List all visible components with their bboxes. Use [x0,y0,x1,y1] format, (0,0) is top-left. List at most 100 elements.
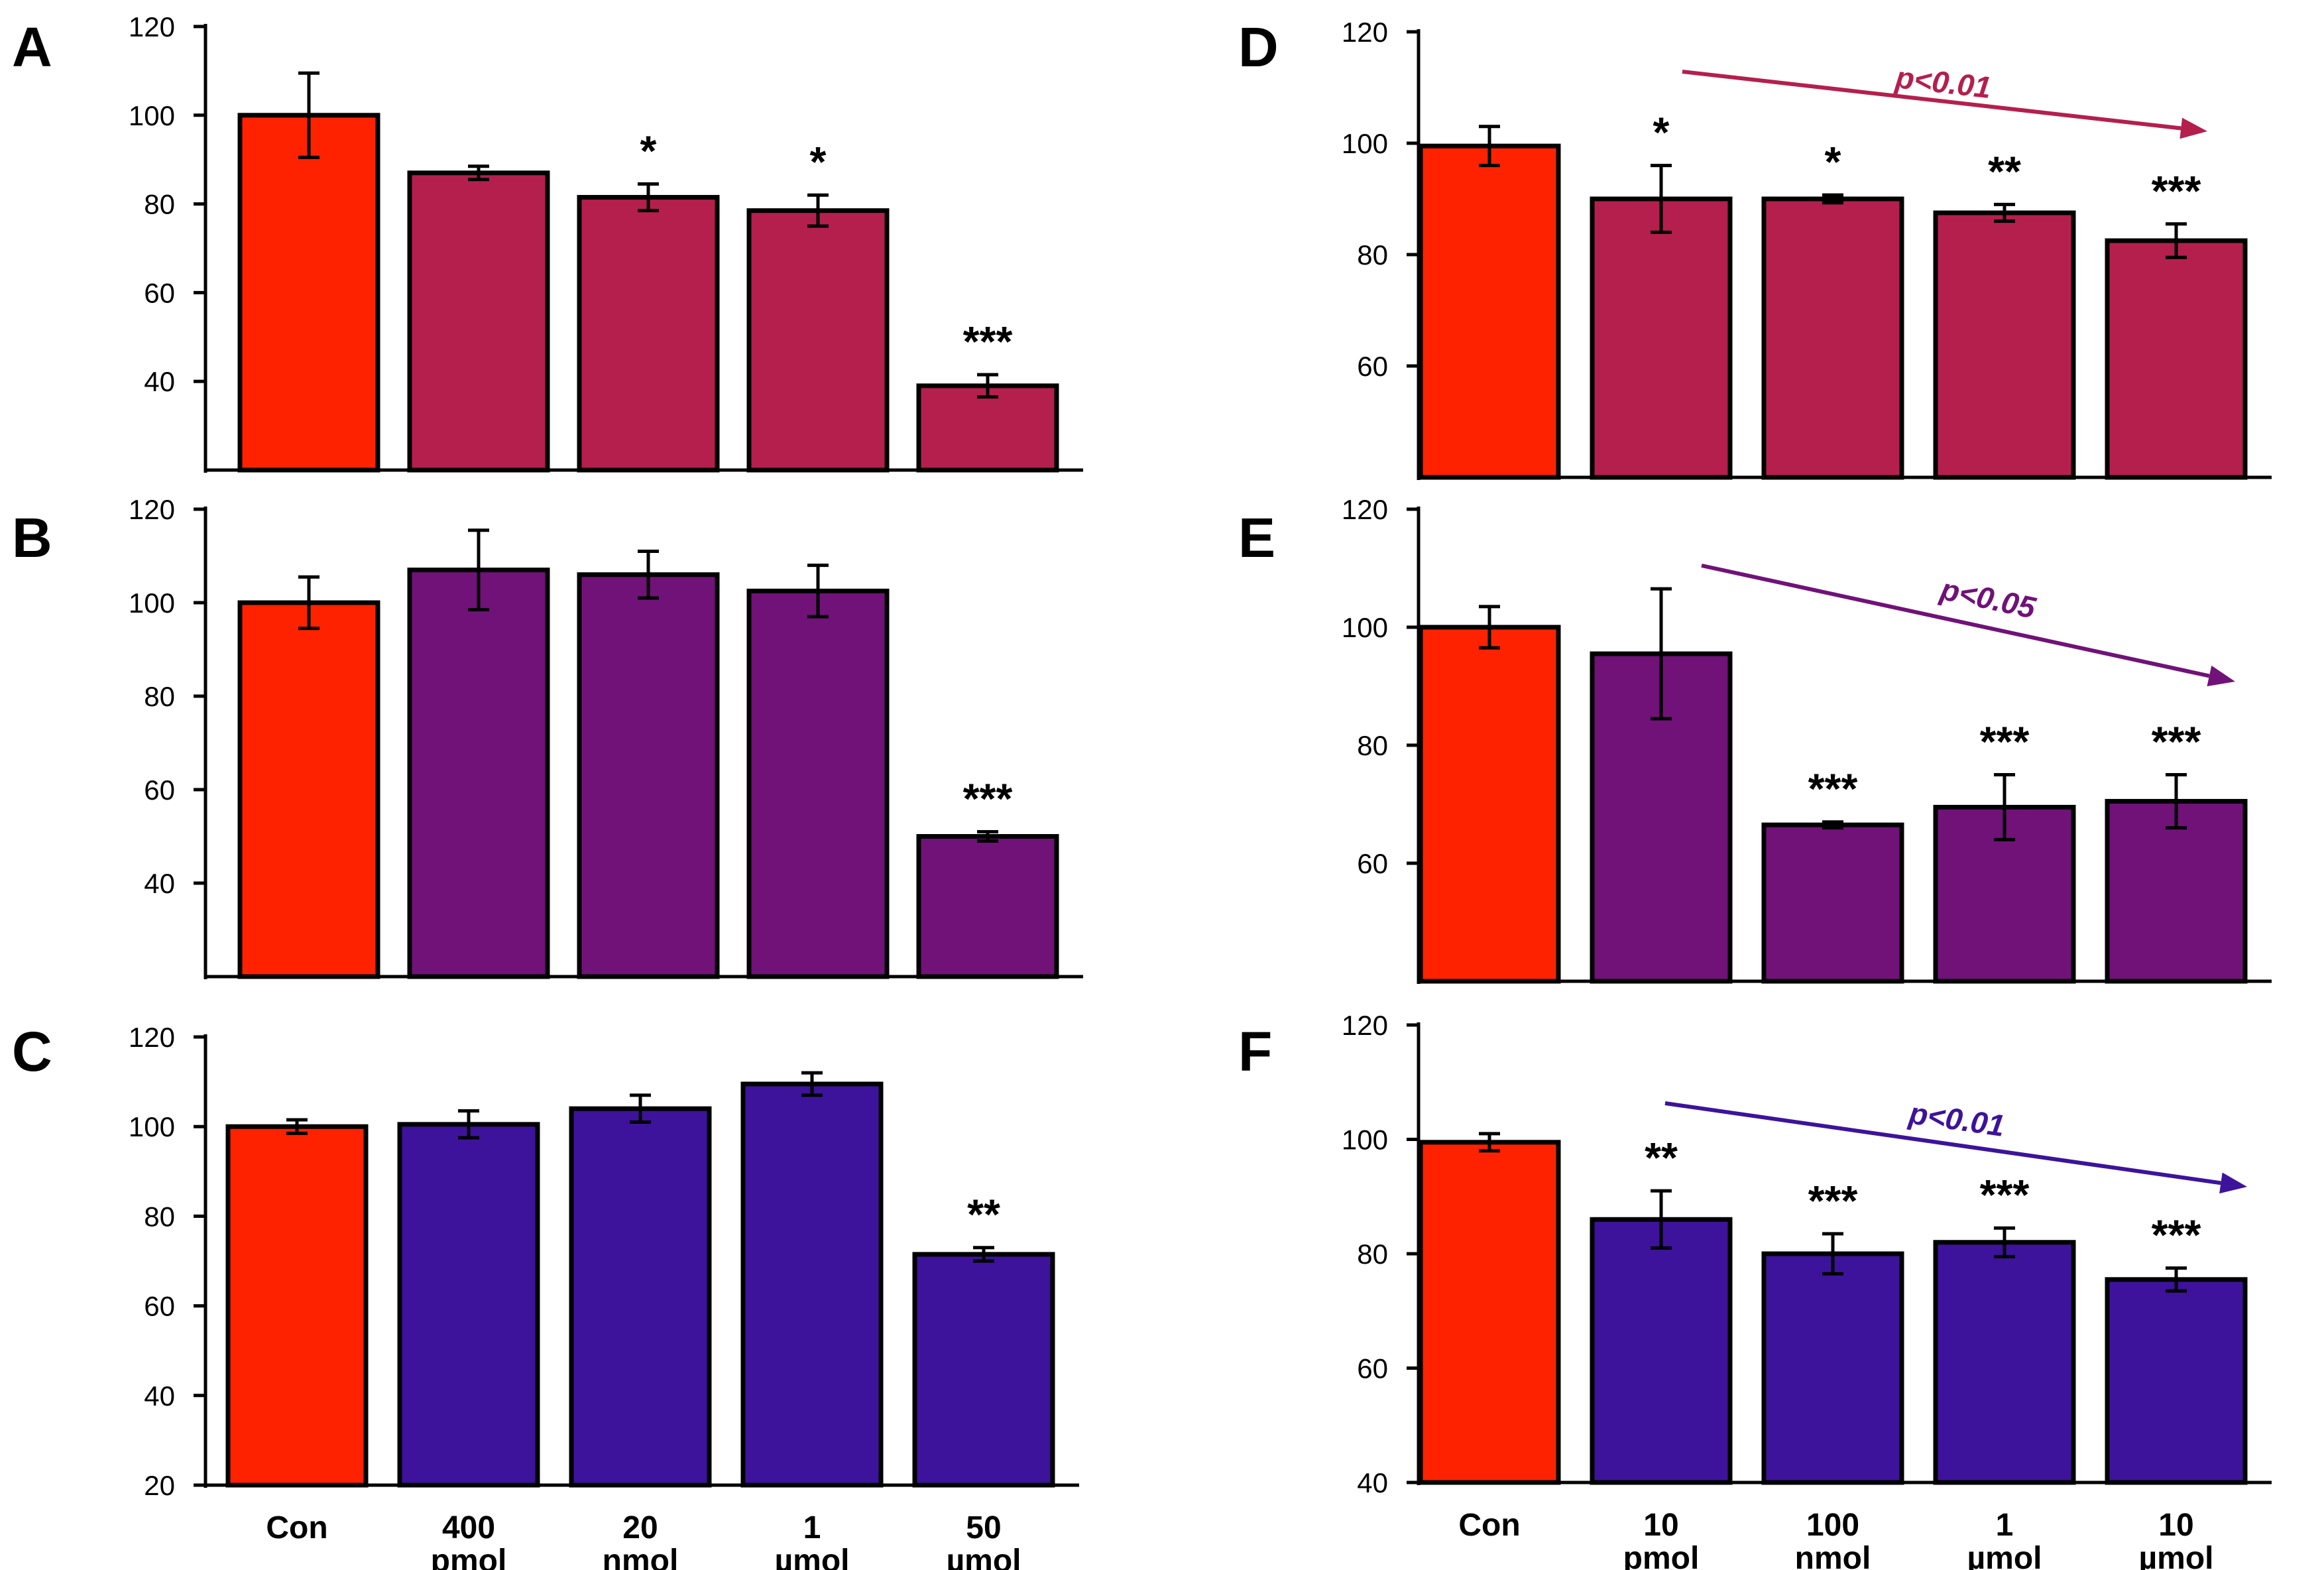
bar [1418,143,1561,480]
y-tick-label: 80 [144,189,175,220]
y-tick-label: 60 [144,774,175,806]
panel-c: C ** 20 40 60 80 100 120 Con 400 pmol 20 nmol 1 µmol 50… [12,1020,1079,1570]
bar [1590,1217,1733,1485]
panel-letter: E [1238,507,1275,569]
significance-label: *** [1808,1177,1858,1225]
bar [1933,1240,2076,1485]
significance-label: ** [1988,147,2021,195]
y-tick-label: 80 [1357,730,1388,761]
y-tick-label: 100 [1342,128,1388,159]
y-tick-label: 100 [129,1111,175,1142]
y-tick-label: 100 [129,587,175,619]
x-tick-label: 10 pmol [1623,1508,1700,1570]
bar [916,834,1059,979]
trend-arrow [1701,564,2210,678]
y-tick-label: 80 [1357,239,1388,271]
bar [746,208,890,473]
x-tick-label: 1 µmol [775,1510,850,1570]
significance-label: *** [1980,718,2030,766]
significance-label: *** [1980,1171,2030,1219]
significance-label: * [1653,109,1670,156]
significance-label: *** [2152,1211,2201,1259]
significance-label: * [810,138,827,186]
y-tick-label: 60 [1357,351,1388,382]
y-tick-label: 100 [129,100,175,131]
y-tick-label: 60 [1357,1353,1388,1384]
y-tick-label: 40 [144,1380,175,1412]
bar [407,170,550,473]
bar [740,1081,884,1488]
y-tick-label: 80 [144,1201,175,1232]
y-tick-label: 40 [144,366,175,397]
x-tick-label: 400 pmol [431,1510,507,1570]
y-tick-label: 80 [144,681,175,712]
trend-arrow [1664,1101,2221,1185]
bar [1590,196,1733,480]
y-tick-label: 60 [144,277,175,308]
y-tick-label: 60 [1357,848,1388,879]
y-tick-label: 40 [1357,1467,1388,1498]
trend-label: p<0.05 [1936,571,2039,625]
significance-label: *** [2152,167,2201,215]
y-tick-label: 120 [129,494,175,525]
panel-letter: B [12,507,52,569]
bar [1933,210,2076,480]
bar [916,383,1059,473]
bar [2105,1277,2248,1485]
y-tick-label: 60 [144,1291,175,1322]
significance-label: *** [1808,765,1858,813]
y-tick-label: 100 [1342,612,1388,643]
bar [397,1122,540,1488]
panel-letter: D [1238,16,1279,78]
y-tick-label: 20 [144,1470,175,1501]
x-tick-label: 20 nmol [603,1510,679,1570]
trend-label: p<0.01 [1906,1095,2006,1143]
trend-arrowhead [2207,665,2235,687]
bar [912,1252,1055,1488]
bar [2105,238,2248,480]
significance-label: *** [963,774,1013,822]
trend-arrow [1682,70,2181,131]
x-tick-label: 10 µmol [2139,1508,2214,1570]
trend-arrowhead [2219,1172,2247,1194]
bar [1418,625,1561,984]
panel-letter: F [1238,1020,1272,1083]
significance-label: ** [967,1191,1000,1238]
bar [225,1124,369,1488]
significance-label: * [640,127,657,174]
bar [407,568,550,979]
significance-label: *** [2152,718,2201,766]
bar [746,588,890,979]
x-tick-label: Con [1458,1508,1520,1543]
y-tick-label: 120 [1342,17,1388,48]
panel-b: B *** 40 60 80 100 120 [12,494,1083,979]
bar [237,600,380,979]
y-tick-label: 80 [1357,1238,1388,1270]
x-tick-label: 1 µmol [1967,1508,2042,1570]
x-tick-label: Con [266,1510,327,1545]
bar [1418,1140,1561,1485]
bar [1761,1251,1904,1485]
bar [237,113,380,473]
significance-label: ** [1645,1134,1678,1181]
y-tick-label: 120 [129,1022,175,1053]
bar [1761,196,1904,480]
y-tick-label: 120 [1342,494,1388,525]
y-tick-label: 40 [144,868,175,899]
panel-letter: A [12,16,52,78]
x-tick-label: 100 nmol [1795,1508,1871,1570]
y-tick-label: 100 [1342,1124,1388,1156]
significance-label: * [1825,138,1841,186]
panel-letter: C [12,1020,52,1083]
y-tick-label: 120 [1342,1010,1388,1041]
panel-e: E *** *** *** 60 80 100 120 p<0.05 [1238,494,2272,984]
bar [577,572,720,979]
bar [1761,822,1904,984]
significance-label: *** [963,318,1013,365]
x-tick-label: 50 µmol [947,1510,1021,1570]
bar [569,1106,712,1488]
